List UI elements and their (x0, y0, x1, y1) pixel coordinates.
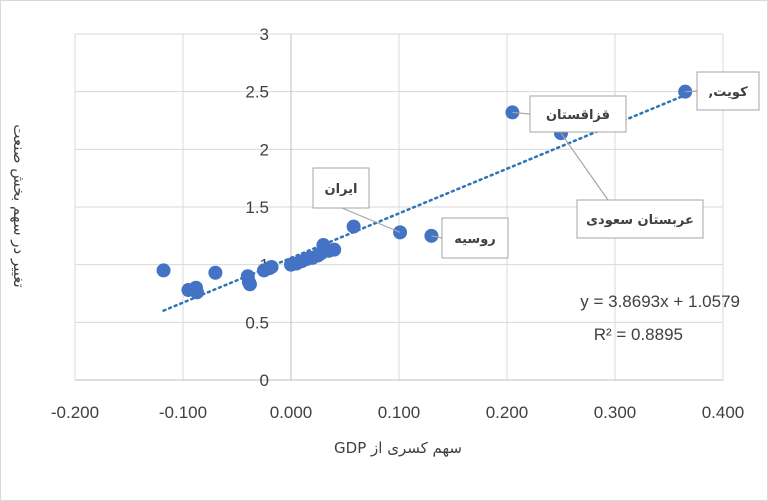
data-point-3 (190, 285, 205, 300)
y-tick-label-6: 3 (260, 25, 269, 44)
callout-leader-2 (512, 111, 531, 115)
callout-leader-4 (685, 90, 698, 93)
x-tick-label-6: 0.400 (702, 403, 745, 422)
callout-box-1 (441, 217, 509, 259)
data-point-7 (242, 277, 257, 292)
trendline-equation: y = 3.8693x + 1.0579 (580, 292, 740, 311)
callout-leader-0 (341, 207, 401, 233)
data-point-10 (264, 259, 279, 274)
y-tick-label-5: 2.5 (245, 83, 269, 102)
data-point-21 (346, 219, 361, 234)
x-tick-labels: -0.200 -0.100 0.000 0.100 0.200 0.300 0.400 (51, 403, 744, 422)
callout-label-3: عربستان سعودی (586, 213, 694, 228)
callout-box-2 (529, 95, 627, 133)
callout-box-4 (696, 71, 760, 111)
callout-box-0 (312, 167, 370, 209)
y-tick-label-3: 1.5 (245, 198, 269, 217)
data-point-0 (156, 263, 171, 278)
x-tick-label-2: 0.000 (270, 403, 313, 422)
callouts: ایران روسیه قزاقستان عربستان سعودی کویت, (312, 71, 760, 259)
y-tick-label-4: 2 (260, 140, 269, 159)
callout-label-1: روسیه (454, 232, 496, 247)
x-tick-label-5: 0.300 (594, 403, 637, 422)
axes (75, 34, 723, 381)
y-tick-label-0: 0 (260, 371, 269, 390)
x-tick-label-3: 0.100 (378, 403, 421, 422)
callout-label-4: کویت, (708, 85, 748, 100)
callout-label-0: ایران (325, 182, 358, 197)
trendline-r2: R² = 0.8895 (594, 325, 683, 344)
y-tick-label-1: 0.5 (245, 313, 269, 332)
callout-label-2: قزاقستان (546, 108, 610, 123)
x-tick-label-1: -0.100 (159, 403, 207, 422)
y-axis-title: تغییر در سهم بخش صنعت (10, 124, 28, 287)
callout-leader-1 (431, 235, 443, 239)
x-axis-title: سهم کسری از GDP (334, 439, 462, 457)
x-tick-label-4: 0.200 (486, 403, 529, 422)
data-point-4 (208, 265, 223, 280)
x-tick-label-0: -0.200 (51, 403, 99, 422)
y-tick-labels: 00.511.522.53 (245, 25, 269, 390)
data-point-20 (327, 242, 342, 257)
callout-box-3 (576, 199, 704, 239)
callout-leader-3 (560, 132, 609, 201)
